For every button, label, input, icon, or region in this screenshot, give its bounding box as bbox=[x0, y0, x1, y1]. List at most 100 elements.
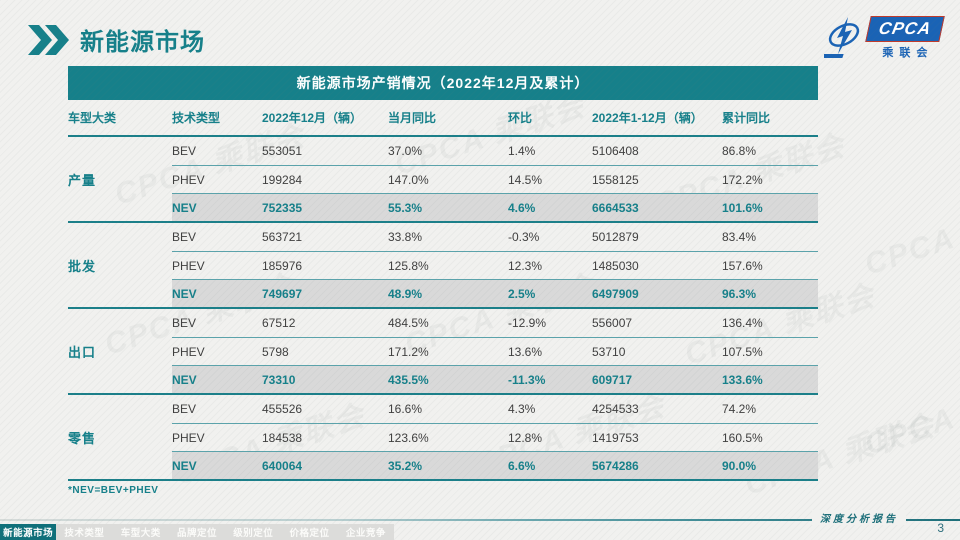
table-cell-cum: 5106408 bbox=[592, 144, 639, 158]
page-header: 新能源市场 bbox=[28, 22, 205, 57]
table-cell-cum_yoy: 101.6% bbox=[722, 201, 763, 215]
table-cell-yoy: 55.3% bbox=[388, 201, 423, 215]
table-cell-mom: 2.5% bbox=[508, 287, 536, 301]
table-cell-yoy: 125.8% bbox=[388, 259, 429, 273]
table-cell-tech: PHEV bbox=[172, 345, 205, 359]
table-cell-month: 73310 bbox=[262, 373, 296, 387]
table-row: PHEV 185976 125.8% 12.3% 1485030 157.6% bbox=[172, 251, 818, 279]
table-cell-cum_yoy: 160.5% bbox=[722, 431, 763, 445]
footer-tab-4[interactable]: 品牌定位 bbox=[176, 528, 217, 539]
table-cell-tech: NEV bbox=[172, 201, 197, 215]
footer-tab-strip: 新能源市场 技术类型 车型大类 品牌定位 级别定位 价格定位 企业竞争 bbox=[0, 524, 394, 540]
footer-tab-6[interactable]: 价格定位 bbox=[289, 528, 330, 539]
table-cell-cum: 4254533 bbox=[592, 402, 639, 416]
table-cell-month: 752335 bbox=[262, 201, 303, 215]
table-group: 零售 BEV 455526 16.6% 4.3% 4254533 74.2% PHEV 1845… bbox=[68, 395, 818, 481]
column-header: 环比 bbox=[508, 111, 533, 125]
table-row: NEV 640064 35.2% 6.6% 5674286 90.0% bbox=[172, 451, 818, 479]
table-cell-cum_yoy: 157.6% bbox=[722, 259, 763, 273]
page-number: 3 bbox=[937, 521, 944, 535]
column-header: 累计同比 bbox=[722, 111, 771, 125]
column-header: 技术类型 bbox=[172, 111, 221, 125]
table-cell-tech: NEV bbox=[172, 459, 197, 473]
footer-tab-2[interactable]: 技术类型 bbox=[64, 528, 105, 539]
table-title: 新能源市场产销情况（2022年12月及累计） bbox=[68, 66, 818, 100]
table-cell-cum_yoy: 83.4% bbox=[722, 230, 757, 244]
nev-market-table: 新能源市场产销情况（2022年12月及累计） 车型大类 技术类型 2022年12月（… bbox=[68, 66, 818, 496]
cpca-logo-subtext: 乘联会 bbox=[882, 47, 934, 59]
table-cell-month: 185976 bbox=[262, 259, 303, 273]
table-cell-cum_yoy: 86.8% bbox=[722, 144, 757, 158]
table-cell-month: 199284 bbox=[262, 173, 303, 187]
table-row: BEV 455526 16.6% 4.3% 4254533 74.2% bbox=[172, 395, 818, 423]
table-header-row: 车型大类 技术类型 2022年12月（辆） 当月同比 环比 2022年1-12月（辆） 累计… bbox=[68, 100, 818, 137]
table-body: 产量 BEV 553051 37.0% 1.4% 5106408 86.8% PHEV 1992… bbox=[68, 137, 818, 481]
table-cell-tech: BEV bbox=[172, 402, 197, 416]
cpca-swoosh-icon bbox=[823, 17, 859, 58]
group-label: 零售 bbox=[68, 430, 97, 446]
table-cell-tech: BEV bbox=[172, 316, 197, 330]
column-header: 车型大类 bbox=[68, 111, 117, 125]
table-row: PHEV 184538 123.6% 12.8% 1419753 160.5% bbox=[172, 423, 818, 451]
watermark: CPCA 乘联会 bbox=[860, 189, 960, 282]
table-cell-cum: 6497909 bbox=[592, 287, 639, 301]
table-cell-month: 749697 bbox=[262, 287, 303, 301]
table-cell-yoy: 435.5% bbox=[388, 373, 429, 387]
table-cell-mom: 12.8% bbox=[508, 431, 543, 445]
watermark: CPCA 乘联会 bbox=[860, 369, 960, 462]
table-cell-cum: 1419753 bbox=[592, 431, 639, 445]
table-cell-month: 5798 bbox=[262, 345, 289, 359]
table-cell-cum_yoy: 172.2% bbox=[722, 173, 763, 187]
table-group: 批发 BEV 563721 33.8% -0.3% 5012879 83.4% PHEV 185… bbox=[68, 223, 818, 309]
footer-tab-1[interactable]: 新能源市场 bbox=[0, 524, 57, 540]
table-cell-yoy: 48.9% bbox=[388, 287, 423, 301]
table-cell-mom: 12.3% bbox=[508, 259, 543, 273]
table-cell-yoy: 147.0% bbox=[388, 173, 429, 187]
table-cell-cum_yoy: 96.3% bbox=[722, 287, 757, 301]
table-cell-yoy: 16.6% bbox=[388, 402, 423, 416]
table-cell-cum: 609717 bbox=[592, 373, 633, 387]
table-cell-mom: -0.3% bbox=[508, 230, 540, 244]
table-cell-mom: 4.3% bbox=[508, 402, 536, 416]
table-cell-yoy: 484.5% bbox=[388, 316, 429, 330]
table-cell-tech: NEV bbox=[172, 287, 197, 301]
table-cell-cum_yoy: 133.6% bbox=[722, 373, 763, 387]
table-cell-cum: 1558125 bbox=[592, 173, 639, 187]
table-row: PHEV 199284 147.0% 14.5% 1558125 172.2% bbox=[172, 165, 818, 193]
table-group: 出口 BEV 67512 484.5% -12.9% 556007 136.4% PHEV 57… bbox=[68, 309, 818, 395]
group-label: 产量 bbox=[68, 172, 97, 188]
table-cell-yoy: 37.0% bbox=[388, 144, 423, 158]
table-cell-month: 553051 bbox=[262, 144, 303, 158]
table-cell-month: 184538 bbox=[262, 431, 303, 445]
table-cell-cum: 53710 bbox=[592, 345, 626, 359]
column-header: 当月同比 bbox=[388, 111, 437, 125]
table-row: NEV 752335 55.3% 4.6% 6664533 101.6% bbox=[172, 193, 818, 221]
page-title: 新能源市场 bbox=[80, 29, 205, 56]
table-cell-cum_yoy: 74.2% bbox=[722, 402, 757, 416]
table-cell-cum_yoy: 90.0% bbox=[722, 459, 757, 473]
table-cell-tech: PHEV bbox=[172, 259, 205, 273]
table-cell-yoy: 33.8% bbox=[388, 230, 423, 244]
table-cell-tech: PHEV bbox=[172, 431, 205, 445]
table-cell-mom: 4.6% bbox=[508, 201, 536, 215]
table-row: BEV 563721 33.8% -0.3% 5012879 83.4% bbox=[172, 223, 818, 251]
table-cell-cum_yoy: 136.4% bbox=[722, 316, 763, 330]
table-cell-tech: BEV bbox=[172, 230, 197, 244]
table-cell-month: 640064 bbox=[262, 459, 303, 473]
table-cell-mom: 1.4% bbox=[508, 144, 536, 158]
footer-divider bbox=[0, 519, 960, 521]
table-cell-month: 67512 bbox=[262, 316, 296, 330]
table-cell-cum: 5012879 bbox=[592, 230, 639, 244]
group-label: 批发 bbox=[68, 258, 97, 274]
table-cell-cum: 556007 bbox=[592, 316, 633, 330]
footer-tab-5[interactable]: 级别定位 bbox=[233, 528, 274, 539]
table-row: BEV 553051 37.0% 1.4% 5106408 86.8% bbox=[172, 137, 818, 165]
table-footnote: *NEV=BEV+PHEV bbox=[68, 485, 159, 496]
table-row: NEV 749697 48.9% 2.5% 6497909 96.3% bbox=[172, 279, 818, 307]
table-cell-cum: 1485030 bbox=[592, 259, 639, 273]
footer-tab-7[interactable]: 企业竞争 bbox=[345, 528, 386, 539]
table-cell-mom: -12.9% bbox=[508, 316, 547, 330]
column-header: 2022年1-12月（辆） bbox=[592, 111, 703, 125]
cpca-logo: CPCA 乘联会 bbox=[823, 16, 945, 60]
footer-tab-3[interactable]: 车型大类 bbox=[120, 528, 161, 539]
